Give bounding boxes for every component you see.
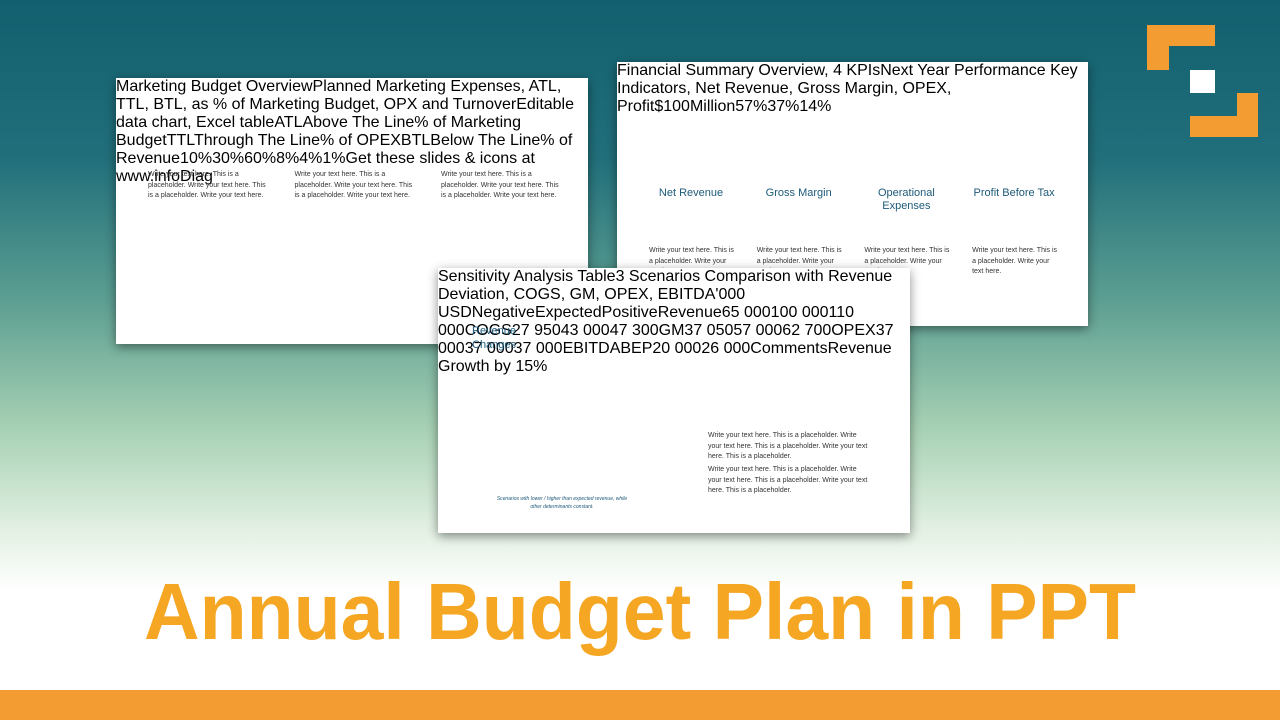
table-cell: 100 000 xyxy=(770,304,829,321)
column-desc: Through The Line xyxy=(193,132,320,149)
table-cell: 65 000 xyxy=(721,304,771,321)
slide-title: Marketing Budget Overview xyxy=(116,78,313,95)
scenario-label: Negative xyxy=(471,304,535,321)
slide-subtitle: 3 Scenarios Comparison with Revenue Devi… xyxy=(438,268,893,303)
badge-label: Editable data chart, Excel table xyxy=(116,96,575,131)
bar-label: 8% xyxy=(276,150,300,167)
column-text: Write your text here. This is a placehol… xyxy=(441,171,559,199)
slide-subtitle: Planned Marketing Expenses, ATL, TTL, BT… xyxy=(116,78,562,113)
headline: Annual Budget Plan in PPT xyxy=(144,567,1136,656)
table-cell: 57 000 xyxy=(733,322,783,339)
total-cell: 20 000 xyxy=(652,340,702,357)
donut-label: 60% xyxy=(244,150,277,167)
row-label: GM xyxy=(658,322,685,339)
column-text: Write your text here. This is a placehol… xyxy=(294,171,413,199)
table-cell: 37 050 xyxy=(684,322,734,339)
slide-sensitivity: Sensitivity Analysis Table3 Scenarios Co… xyxy=(438,268,910,533)
slide-subtitle: Next Year Performance Key Indicators, Ne… xyxy=(617,62,1078,115)
banner-text: Get these slides & icons at www.infoDiag xyxy=(116,150,535,185)
column-desc: Above The Line xyxy=(302,114,415,131)
table-cell: 43 000 xyxy=(560,322,610,339)
kpi-label: Profit Before Tax xyxy=(973,187,1055,199)
column-name: TTL xyxy=(166,132,194,149)
column-name: BTL xyxy=(400,132,431,149)
comment-text: Write your text here. This is a placehol… xyxy=(708,432,868,460)
bar-label: 1% xyxy=(322,150,346,167)
donut-label: 30% xyxy=(212,150,245,167)
table-cell: 37 000 xyxy=(464,340,514,357)
column-footer-label: % of Marketing Budget xyxy=(116,114,521,149)
scenario-label: Positive xyxy=(601,304,658,321)
slide-marketing-budget-canvas: Marketing Budget OverviewPlanned Marketi… xyxy=(116,78,588,186)
kpi-label: Net Revenue xyxy=(658,187,724,199)
table-cell: 47 300 xyxy=(609,322,659,339)
row-label: COGS xyxy=(464,322,512,339)
kpi-value: 57% xyxy=(735,98,768,115)
donut-label: 10% xyxy=(180,150,213,167)
table-note: Scenarios with lower / higher than expec… xyxy=(496,496,628,510)
logo-shape xyxy=(1147,25,1215,70)
total-cell: EBITDA xyxy=(562,340,621,357)
kpi-text: Write your text here. This is a placehol… xyxy=(972,247,1058,275)
table-cell: 37 000 xyxy=(513,340,563,357)
logo-shape xyxy=(1190,70,1215,93)
kpi-label: Gross Margin xyxy=(765,187,832,199)
logo-shape xyxy=(1190,93,1258,137)
kpi-value: 14% xyxy=(799,98,832,115)
table-cell: 27 950 xyxy=(511,322,561,339)
kpi-value: $100 xyxy=(654,98,690,115)
row-label: Revenue xyxy=(657,304,722,321)
table-cell: 37 000 xyxy=(438,322,894,357)
kpi-label: Operational Expenses xyxy=(877,187,935,212)
column-name: ATL xyxy=(274,114,303,131)
kpi-value: 37% xyxy=(767,98,800,115)
kpi-unit: Million xyxy=(689,98,736,115)
bar-label: 4% xyxy=(299,150,323,167)
comment-tab-label: Comments xyxy=(750,340,828,357)
column-desc: Below The Line xyxy=(430,132,541,149)
total-cell: BEP xyxy=(620,340,653,357)
table-cell: 110 000 xyxy=(438,304,855,339)
bottom-bar xyxy=(0,690,1280,720)
slide-title: Financial Summary Overview, 4 KPIs xyxy=(617,62,881,79)
total-cell: 26 000 xyxy=(701,340,751,357)
row-label: OPEX xyxy=(831,322,876,339)
table-header: Revenue Changes xyxy=(472,325,517,351)
column-footer-label: % of OPEX xyxy=(320,132,401,149)
comment-heading: Revenue Growth by 15% xyxy=(438,340,892,375)
slide-sensitivity-canvas: Sensitivity Analysis Table3 Scenarios Co… xyxy=(438,268,910,376)
table-cell: 62 700 xyxy=(782,322,832,339)
unit-label: '000 USD xyxy=(438,286,746,321)
comment-text: Write your text here. This is a placehol… xyxy=(708,466,868,494)
column-footer-label: % of Revenue xyxy=(116,132,573,167)
scenario-label: Expected xyxy=(534,304,602,321)
slide-financial-summary-canvas: Financial Summary Overview, 4 KPIsNext Y… xyxy=(617,62,1088,116)
column-text: Write your text here. This is a placehol… xyxy=(148,171,266,199)
slide-title: Sensitivity Analysis Table xyxy=(438,268,616,285)
